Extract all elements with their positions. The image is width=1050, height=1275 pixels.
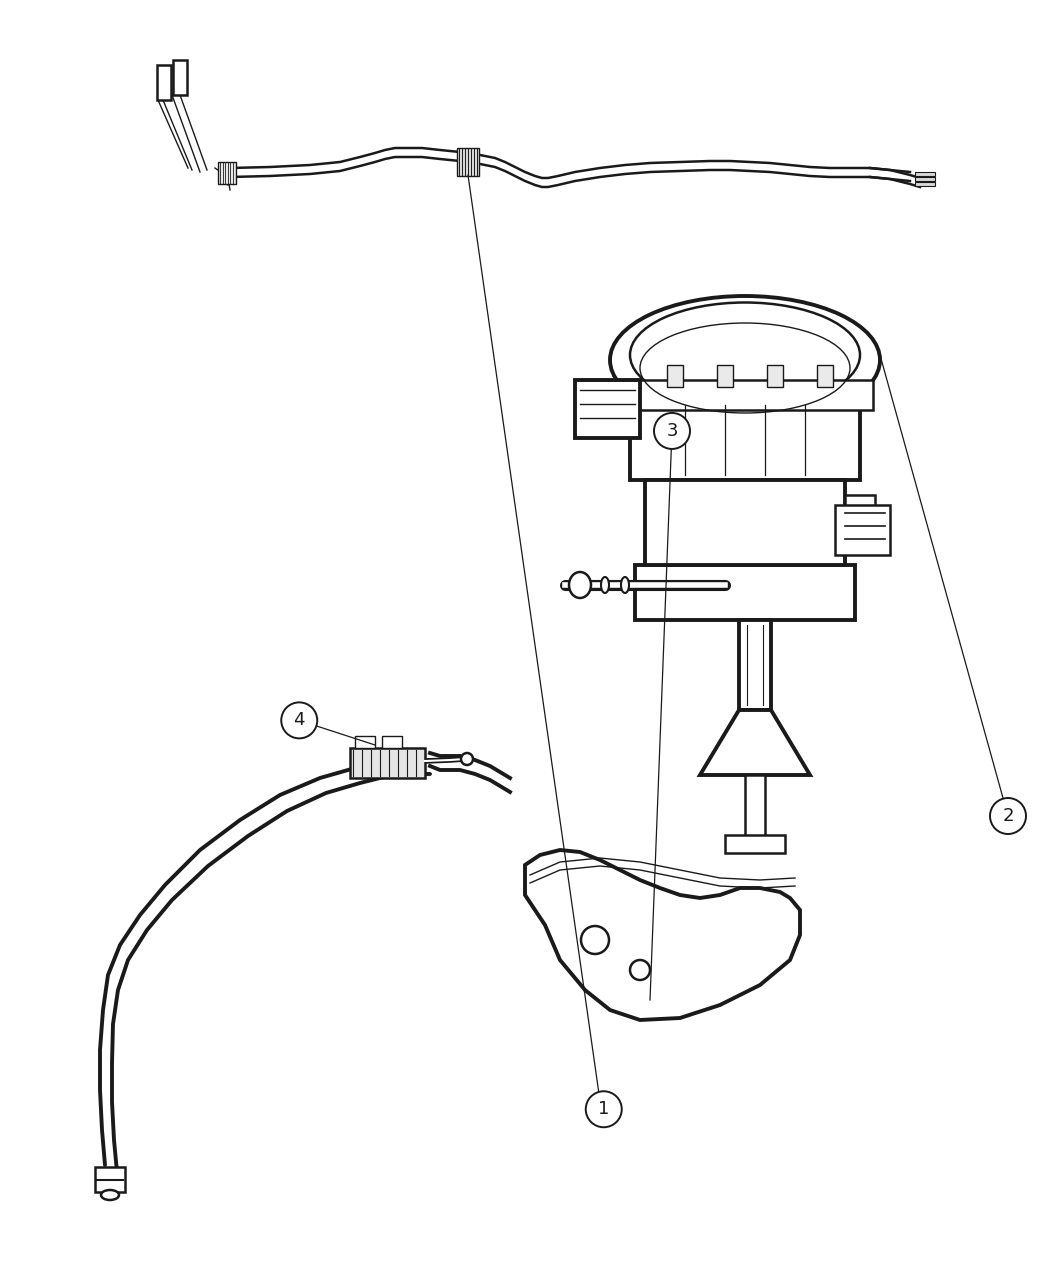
Circle shape: [990, 798, 1026, 834]
Circle shape: [630, 960, 650, 980]
Text: 3: 3: [667, 422, 677, 440]
FancyBboxPatch shape: [218, 162, 236, 184]
FancyBboxPatch shape: [645, 479, 845, 565]
FancyBboxPatch shape: [457, 148, 479, 176]
Ellipse shape: [610, 296, 880, 425]
Ellipse shape: [101, 1190, 119, 1200]
Ellipse shape: [569, 572, 591, 598]
Text: 1: 1: [598, 1100, 609, 1118]
FancyBboxPatch shape: [630, 400, 860, 479]
Ellipse shape: [630, 302, 860, 408]
FancyBboxPatch shape: [667, 365, 682, 388]
Circle shape: [281, 703, 317, 738]
FancyBboxPatch shape: [382, 736, 402, 748]
FancyBboxPatch shape: [845, 495, 875, 515]
FancyBboxPatch shape: [94, 1167, 125, 1192]
FancyBboxPatch shape: [746, 775, 765, 845]
Circle shape: [581, 926, 609, 954]
FancyBboxPatch shape: [635, 565, 855, 620]
Polygon shape: [700, 710, 810, 775]
FancyBboxPatch shape: [845, 521, 875, 542]
FancyBboxPatch shape: [350, 748, 425, 778]
Ellipse shape: [601, 578, 609, 593]
FancyBboxPatch shape: [915, 182, 934, 186]
FancyBboxPatch shape: [575, 380, 640, 439]
FancyBboxPatch shape: [915, 177, 934, 181]
Text: 4: 4: [294, 711, 304, 729]
FancyBboxPatch shape: [766, 365, 783, 388]
FancyBboxPatch shape: [717, 365, 733, 388]
Circle shape: [461, 754, 472, 765]
FancyBboxPatch shape: [173, 60, 187, 96]
FancyBboxPatch shape: [355, 736, 375, 748]
FancyBboxPatch shape: [835, 505, 890, 555]
Ellipse shape: [621, 578, 629, 593]
Polygon shape: [525, 850, 800, 1020]
Text: 2: 2: [1003, 807, 1013, 825]
FancyBboxPatch shape: [739, 620, 771, 710]
FancyBboxPatch shape: [158, 65, 171, 99]
FancyBboxPatch shape: [915, 172, 934, 176]
FancyBboxPatch shape: [617, 380, 873, 411]
FancyBboxPatch shape: [817, 365, 833, 388]
FancyBboxPatch shape: [724, 835, 785, 853]
Circle shape: [586, 1091, 622, 1127]
Circle shape: [654, 413, 690, 449]
